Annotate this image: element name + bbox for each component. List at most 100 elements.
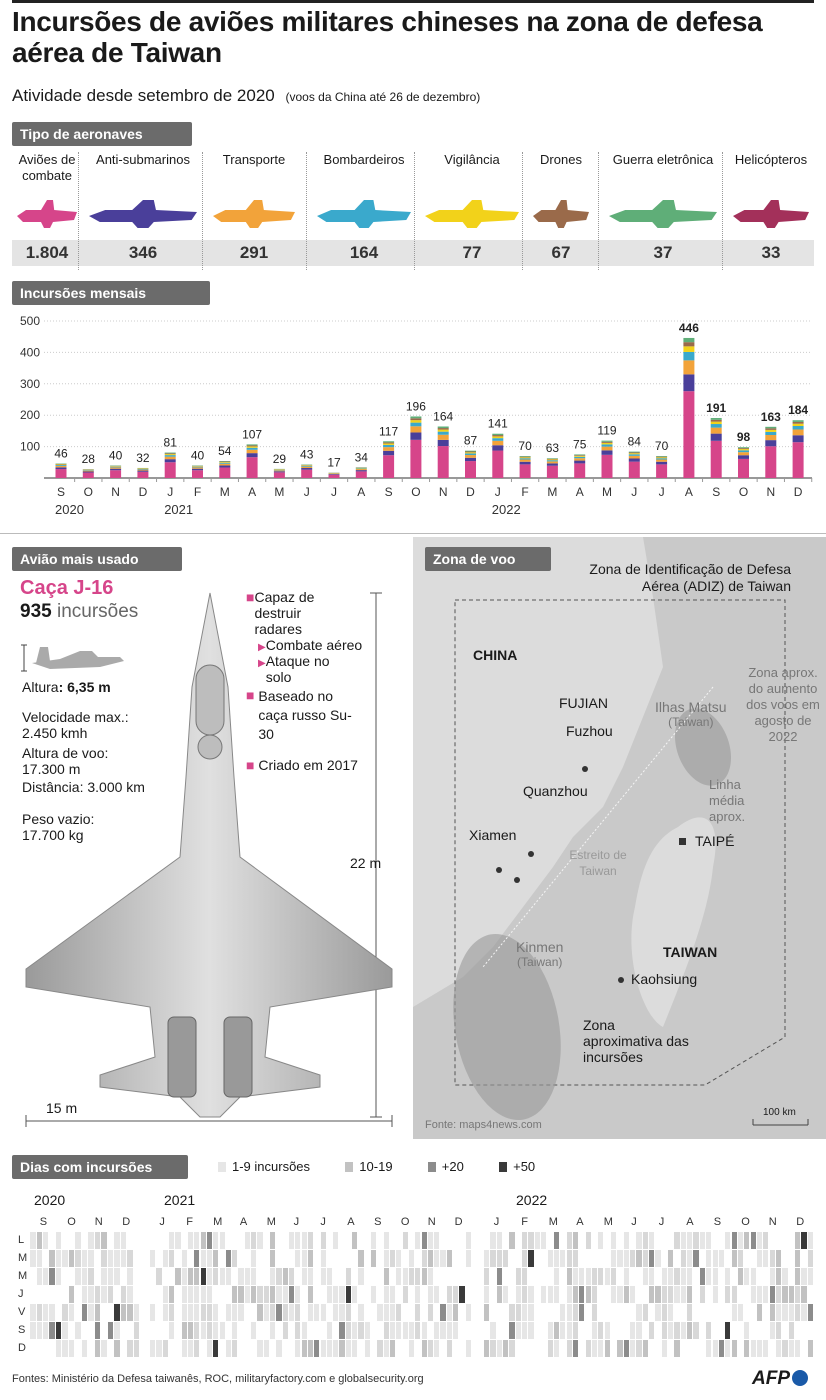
calendar-day-cell [175, 1340, 181, 1357]
bar-segment [301, 468, 313, 470]
calendar-day-cell [352, 1268, 358, 1285]
calendar-day-cell [731, 1304, 737, 1321]
calendar-day-cell [55, 1268, 62, 1285]
calendar-day-cell [604, 1322, 610, 1339]
month-label: J [495, 485, 501, 499]
calendar-day-cell [604, 1286, 610, 1303]
calendar-day-cell [415, 1232, 421, 1249]
calendar-day-cell [133, 1250, 139, 1267]
map-scale: 100 km [763, 1107, 796, 1118]
calendar-day-cell [750, 1268, 756, 1285]
calendar-day-cell [421, 1268, 427, 1285]
calendar-day-cell [566, 1232, 572, 1249]
month-label: F [521, 485, 528, 499]
bar-segment [519, 456, 531, 458]
calendar-day-cell [649, 1268, 655, 1285]
aircraft-type-label: Helicópteros [734, 152, 808, 167]
calendar-day-cell [636, 1304, 642, 1321]
calendar-month-label: J [658, 1216, 665, 1228]
plane-wingspan: 15 m [46, 1100, 78, 1116]
calendar-day-cell [534, 1250, 541, 1267]
calendar-day-cell [553, 1268, 560, 1285]
bar-segment [601, 441, 613, 443]
calendar-day-cell [194, 1340, 200, 1357]
calendar-day-cell [68, 1250, 75, 1267]
calendar-day-cell [725, 1286, 731, 1303]
legend-label: +20 [441, 1159, 464, 1174]
calendar-day-cell [81, 1304, 88, 1321]
calendar-day-cell [434, 1322, 440, 1339]
calendar-day-cell [181, 1340, 187, 1357]
calendar-day-cell [75, 1232, 81, 1249]
calendar-day-cell [358, 1286, 364, 1303]
bar-segment [410, 416, 422, 419]
calendar-day-cell [496, 1340, 502, 1357]
calendar-day-cell [225, 1340, 232, 1357]
calendar-day-cell [560, 1340, 566, 1357]
kinmen-label: Kinmen (Taiwan) [516, 939, 563, 969]
calendar-day-cell [320, 1232, 326, 1249]
bar-segment [383, 442, 395, 444]
calendar-day-cell [807, 1232, 813, 1249]
calendar-day-cell [706, 1250, 712, 1267]
bar-value-label: 87 [464, 434, 478, 448]
bar-segment [792, 435, 804, 443]
calendar-day-cell [598, 1286, 604, 1303]
calendar-day-cell [162, 1322, 168, 1339]
calendar-month-label: D [796, 1216, 805, 1228]
calendar-day-cell [150, 1232, 156, 1249]
aircraft-divider [722, 152, 723, 270]
calendar-day-cell [725, 1340, 731, 1357]
calendar-day-cell [515, 1268, 521, 1285]
calendar-day-cell [649, 1232, 655, 1249]
calendar-day-cell [383, 1340, 389, 1357]
bar-value-label: 81 [164, 436, 178, 450]
bar-segment [164, 456, 176, 460]
calendar-day-cell [434, 1232, 440, 1249]
calendar-month-label: N [427, 1216, 436, 1228]
month-label: J [659, 485, 665, 499]
calendar-day-cell [396, 1304, 402, 1321]
calendar-day-cell [270, 1268, 276, 1285]
calendar-month-label: S [39, 1216, 48, 1228]
calendar-day-cell [326, 1268, 333, 1285]
calendar-month-label: O [67, 1216, 76, 1228]
bar-segment [137, 469, 149, 471]
bar-segment [683, 391, 695, 478]
bar-segment [765, 428, 777, 430]
bar-segment [465, 457, 476, 462]
calendar-day-cell [168, 1250, 175, 1267]
calendar-day-cell [801, 1250, 807, 1267]
calendar-day-cell [528, 1322, 534, 1339]
calendar-day-cell [326, 1322, 333, 1339]
calendar-day-cell [541, 1232, 547, 1249]
plane-altitude: Altura de voo: 17.300 m [22, 745, 109, 777]
calendar-day-cell [377, 1322, 383, 1339]
calendar-day-cell [490, 1250, 496, 1267]
calendar-day-cell [101, 1268, 107, 1285]
bullet-item: ■ Criado em 2017 [246, 757, 358, 773]
calendar-day-cell [706, 1304, 712, 1321]
calendar-month-label: F [186, 1216, 193, 1228]
calendar-day-cell [750, 1232, 756, 1249]
bar-segment [683, 351, 695, 361]
calendar-month-label: J [631, 1216, 637, 1228]
calendar-day-cell [383, 1250, 389, 1267]
calendar-day-cell [81, 1286, 88, 1303]
calendar-day-cell [402, 1304, 408, 1321]
calendar-day-cell [42, 1340, 49, 1357]
calendar-day-cell [725, 1250, 731, 1267]
calendar-day-cell [127, 1268, 133, 1285]
calendar-day-cell [127, 1304, 133, 1321]
legend-label: +50 [513, 1159, 536, 1174]
aircraft-type-label: Aviões de combate [18, 152, 76, 183]
calendar-day-cell [642, 1250, 648, 1267]
bar-value-label: 46 [54, 447, 68, 461]
bar-segment [410, 418, 422, 421]
taipei-label: TAIPÉ [695, 833, 735, 849]
bar-segment [656, 458, 668, 460]
calendar-day-cell [364, 1322, 370, 1339]
calendar-day-cell [610, 1286, 617, 1303]
calendar-day-cell [522, 1250, 528, 1267]
calendar-month-label: J [320, 1216, 326, 1228]
